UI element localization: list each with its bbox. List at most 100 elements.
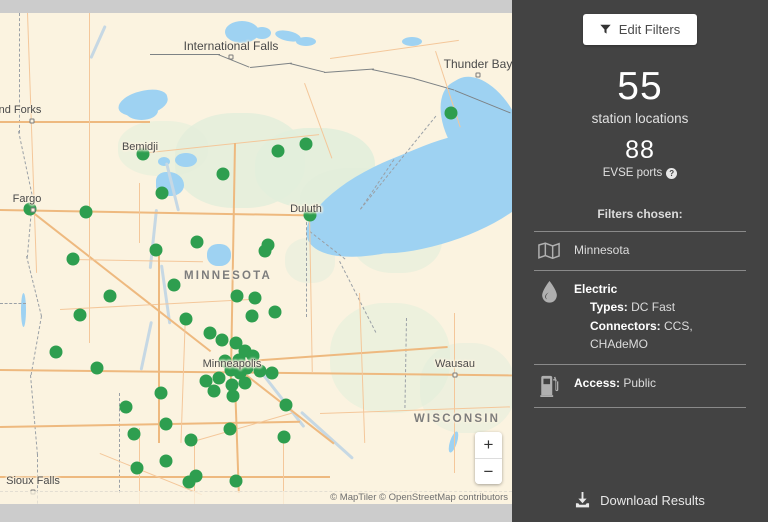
international-border bbox=[250, 62, 292, 68]
station-marker[interactable] bbox=[90, 361, 104, 375]
lake bbox=[402, 37, 422, 46]
station-marker[interactable] bbox=[136, 147, 150, 161]
station-marker[interactable] bbox=[207, 384, 221, 398]
filters-chosen-title: Filters chosen: bbox=[597, 207, 683, 221]
station-marker[interactable] bbox=[303, 208, 317, 222]
download-results-label: Download Results bbox=[600, 492, 705, 508]
station-marker[interactable] bbox=[279, 398, 293, 412]
station-marker[interactable] bbox=[271, 144, 285, 158]
city-label: Thunder Bay bbox=[443, 57, 512, 71]
forest-area bbox=[420, 343, 512, 433]
city-label: International Falls bbox=[183, 39, 279, 53]
filter-row-location: Minnesota bbox=[534, 232, 746, 270]
highway bbox=[138, 183, 140, 243]
lake-mille-lacs bbox=[207, 244, 231, 266]
station-marker[interactable] bbox=[179, 312, 193, 326]
station-marker[interactable] bbox=[216, 167, 230, 181]
station-marker[interactable] bbox=[127, 427, 141, 441]
station-count: 55 bbox=[617, 65, 663, 108]
filters-chosen-list: Minnesota Electric Types: DC Fast bbox=[534, 231, 746, 408]
station-marker[interactable] bbox=[277, 430, 291, 444]
station-marker[interactable] bbox=[130, 461, 144, 475]
filter-fuel-label: Electric bbox=[574, 281, 618, 296]
highway bbox=[0, 121, 150, 123]
station-marker[interactable] bbox=[73, 308, 87, 322]
result-counts: 55 station locations 88 EVSE ports ? bbox=[512, 67, 768, 181]
state-border bbox=[0, 303, 26, 304]
filter-access-value: Access: Public bbox=[574, 375, 657, 390]
station-marker[interactable] bbox=[199, 374, 213, 388]
station-marker[interactable] bbox=[226, 389, 240, 403]
results-sidebar: Edit Filters 55 station locations 88 EVS… bbox=[512, 0, 768, 522]
station-marker[interactable] bbox=[444, 106, 458, 120]
station-marker[interactable] bbox=[212, 371, 226, 385]
help-icon[interactable]: ? bbox=[666, 167, 678, 179]
port-count-caption-wrap: EVSE ports ? bbox=[602, 167, 678, 179]
lake bbox=[225, 21, 259, 43]
station-marker[interactable] bbox=[245, 309, 259, 323]
station-marker[interactable] bbox=[223, 422, 237, 436]
station-marker[interactable] bbox=[190, 235, 204, 249]
station-marker[interactable] bbox=[103, 289, 117, 303]
zoom-out-button[interactable]: − bbox=[475, 458, 502, 484]
station-marker[interactable] bbox=[79, 205, 93, 219]
station-marker[interactable] bbox=[149, 243, 163, 257]
highway bbox=[453, 313, 455, 473]
station-marker[interactable] bbox=[167, 278, 181, 292]
station-marker[interactable] bbox=[154, 386, 168, 400]
station-marker[interactable] bbox=[119, 400, 133, 414]
station-marker[interactable] bbox=[246, 349, 260, 363]
edit-filters-button[interactable]: Edit Filters bbox=[582, 14, 698, 45]
station-marker[interactable] bbox=[155, 186, 169, 200]
station-marker[interactable] bbox=[182, 475, 196, 489]
droplet-icon bbox=[536, 280, 562, 303]
zoom-in-button[interactable]: + bbox=[475, 432, 502, 458]
map-pane[interactable]: International Falls Thunder Bay nd Forks Be… bbox=[0, 0, 512, 522]
station-marker[interactable] bbox=[159, 454, 173, 468]
station-marker[interactable] bbox=[253, 364, 267, 378]
station-marker[interactable] bbox=[225, 378, 239, 392]
international-border bbox=[289, 63, 325, 73]
station-marker[interactable] bbox=[299, 137, 313, 151]
highway bbox=[0, 476, 330, 478]
station-marker[interactable] bbox=[248, 291, 262, 305]
station-marker[interactable] bbox=[238, 376, 252, 390]
divider bbox=[534, 269, 746, 271]
station-marker[interactable] bbox=[230, 289, 244, 303]
station-marker[interactable] bbox=[265, 366, 279, 380]
station-marker[interactable] bbox=[184, 433, 198, 447]
port-count-caption: EVSE ports bbox=[602, 167, 663, 179]
divider bbox=[534, 363, 746, 365]
station-marker[interactable] bbox=[215, 333, 229, 347]
filter-funnel-icon bbox=[600, 24, 611, 34]
zoom-controls[interactable]: + − bbox=[475, 432, 502, 484]
filter-fuel-types: Types: DC Fast bbox=[590, 300, 676, 315]
international-border bbox=[150, 54, 220, 55]
station-marker[interactable] bbox=[203, 326, 217, 340]
station-marker[interactable] bbox=[233, 366, 247, 380]
divider bbox=[534, 231, 746, 232]
river bbox=[300, 410, 355, 460]
city-dot-icon bbox=[30, 207, 36, 213]
filter-row-access: Access: Public bbox=[534, 365, 746, 407]
station-marker[interactable] bbox=[66, 252, 80, 266]
filter-location-value: Minnesota bbox=[574, 243, 630, 257]
station-marker[interactable] bbox=[258, 244, 272, 258]
highway bbox=[330, 39, 459, 60]
international-border bbox=[324, 68, 374, 73]
download-icon bbox=[576, 492, 590, 508]
station-marker[interactable] bbox=[159, 417, 173, 431]
filter-fuel-details: Electric Types: DC Fast Connectors: CCS,… bbox=[574, 280, 746, 354]
download-results-button[interactable]: Download Results bbox=[512, 492, 768, 508]
port-count: 88 bbox=[625, 136, 655, 164]
map-attribution[interactable]: © MapTiler © OpenStreetMap contributors bbox=[0, 491, 512, 504]
station-marker[interactable] bbox=[229, 474, 243, 488]
map-canvas[interactable]: International Falls Thunder Bay nd Forks Be… bbox=[0, 13, 512, 504]
city-dot-icon bbox=[452, 372, 458, 378]
station-marker[interactable] bbox=[268, 305, 282, 319]
divider bbox=[534, 406, 746, 408]
station-marker[interactable] bbox=[49, 345, 63, 359]
lake bbox=[296, 37, 316, 46]
filter-row-fuel: Electric Types: DC Fast Connectors: CCS,… bbox=[534, 271, 746, 364]
